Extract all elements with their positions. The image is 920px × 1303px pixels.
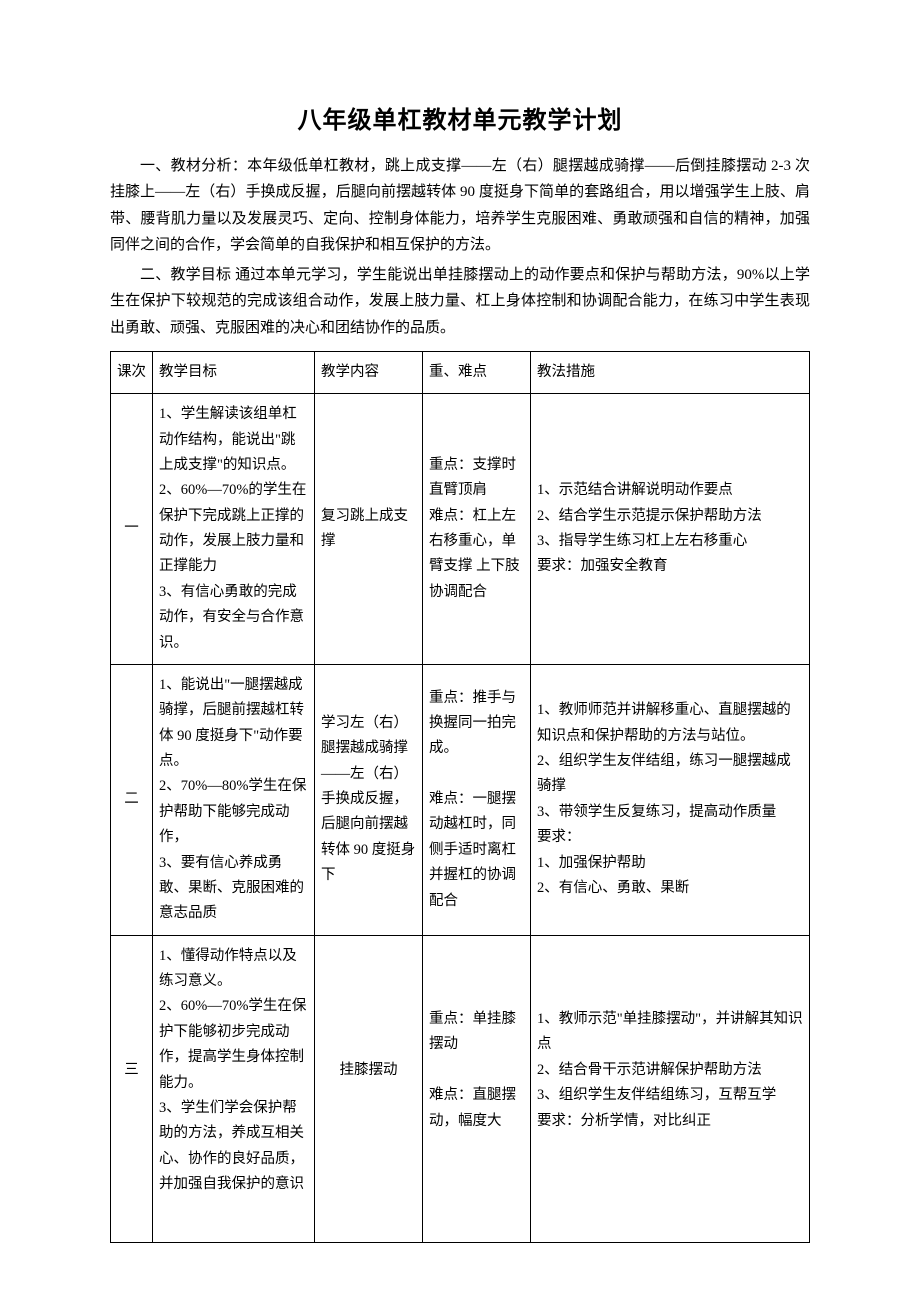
lesson-plan-table: 课次 教学目标 教学内容 重、难点 教法措施 一 1、学生解读该组单杠动作结构，… bbox=[110, 351, 810, 1244]
header-num: 课次 bbox=[111, 351, 153, 393]
cell-num: 二 bbox=[111, 664, 153, 935]
header-goal: 教学目标 bbox=[153, 351, 315, 393]
cell-methods: 1、教师师范并讲解移重心、直腿摆越的知识点和保护帮助的方法与站位。2、组织学生友… bbox=[531, 664, 810, 935]
cell-points: 重点：单挂膝摆动 难点：直腿摆动，幅度大 bbox=[423, 935, 531, 1243]
document-title: 八年级单杠教材单元教学计划 bbox=[110, 100, 810, 135]
cell-methods: 1、教师示范"单挂膝摆动"，并讲解其知识点2、结合骨干示范讲解保护帮助方法3、组… bbox=[531, 935, 810, 1243]
header-points: 重、难点 bbox=[423, 351, 531, 393]
table-row: 二 1、能说出"一腿摆越成骑撑，后腿前摆越杠转体 90 度挺身下"动作要点。2、… bbox=[111, 664, 810, 935]
table-header-row: 课次 教学目标 教学内容 重、难点 教法措施 bbox=[111, 351, 810, 393]
cell-goal: 1、懂得动作特点以及练习意义。2、60%—70%学生在保护下能够初步完成动作，提… bbox=[153, 935, 315, 1243]
table-body: 一 1、学生解读该组单杠动作结构，能说出"跳上成支撑"的知识点。2、60%—70… bbox=[111, 394, 810, 1243]
header-methods: 教法措施 bbox=[531, 351, 810, 393]
lesson-plan-table-container: 课次 教学目标 教学内容 重、难点 教法措施 一 1、学生解读该组单杠动作结构，… bbox=[110, 351, 810, 1244]
cell-content: 复习跳上成支撑 bbox=[315, 394, 423, 665]
paragraph-analysis: 一、教材分析：本年级低单杠教材，跳上成支撑——左（右）腿摆越成骑撑——后倒挂膝摆… bbox=[110, 153, 810, 258]
cell-goal: 1、学生解读该组单杠动作结构，能说出"跳上成支撑"的知识点。2、60%—70%的… bbox=[153, 394, 315, 665]
cell-points: 重点：推手与换握同一拍完成。 难点：一腿摆动越杠时，同侧手适时离杠并握杠的协调配… bbox=[423, 664, 531, 935]
header-content: 教学内容 bbox=[315, 351, 423, 393]
paragraph-objectives: 二、教学目标 通过本单元学习，学生能说出单挂膝摆动上的动作要点和保护与帮助方法，… bbox=[110, 262, 810, 341]
cell-methods: 1、示范结合讲解说明动作要点2、结合学生示范提示保护帮助方法3、指导学生练习杠上… bbox=[531, 394, 810, 665]
cell-num: 三 bbox=[111, 935, 153, 1243]
cell-content: 挂膝摆动 bbox=[315, 935, 423, 1243]
cell-num: 一 bbox=[111, 394, 153, 665]
cell-content: 学习左（右）腿摆越成骑撑——左（右）手换成反握，后腿向前摆越转体 90 度挺身下 bbox=[315, 664, 423, 935]
table-row: 三 1、懂得动作特点以及练习意义。2、60%—70%学生在保护下能够初步完成动作… bbox=[111, 935, 810, 1243]
table-row: 一 1、学生解读该组单杠动作结构，能说出"跳上成支撑"的知识点。2、60%—70… bbox=[111, 394, 810, 665]
cell-points: 重点：支撑时直臂顶肩难点：杠上左右移重心，单臂支撑 上下肢协调配合 bbox=[423, 394, 531, 665]
cell-goal: 1、能说出"一腿摆越成骑撑，后腿前摆越杠转体 90 度挺身下"动作要点。2、70… bbox=[153, 664, 315, 935]
